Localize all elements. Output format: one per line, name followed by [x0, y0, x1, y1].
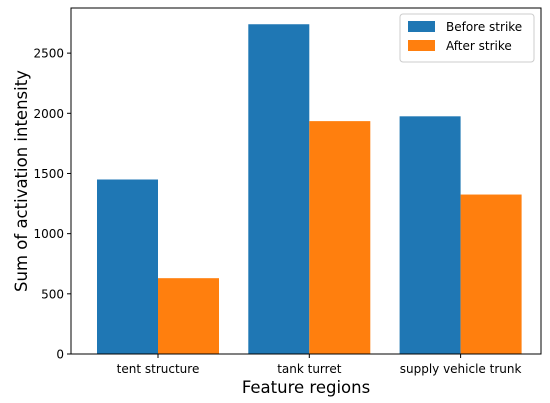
- bar-tank-turret-before-strike: [248, 24, 310, 355]
- legend: Before strike After strike: [399, 13, 535, 63]
- x-axis-ticks: tent structure tank turret supply vehicle …: [117, 354, 522, 376]
- legend-swatch: [408, 40, 435, 51]
- bar-supply-vehicle-trunk-before-strike: [399, 116, 461, 354]
- legend-label: After strike: [446, 39, 512, 53]
- legend-label: Before strike: [446, 20, 522, 34]
- y-tick-label: 500: [41, 287, 64, 301]
- y-tick-label: 2000: [33, 107, 64, 121]
- y-tick-label: 2500: [33, 47, 64, 61]
- bar-tent-structure-after-strike: [158, 278, 219, 354]
- y-axis-label: Sum of activation intensity: [12, 70, 31, 292]
- plot-frame: [70, 7, 542, 355]
- bar-tent-structure-before-strike: [97, 179, 158, 354]
- y-axis-ticks: 0 500 1000 1500 2000 2500: [33, 47, 71, 362]
- y-tick-label: 1000: [33, 227, 64, 241]
- y-tick-label: 0: [56, 348, 64, 362]
- x-tick-label: tank turret: [277, 362, 342, 376]
- x-axis-label: Feature regions: [242, 378, 370, 397]
- legend-swatch: [408, 21, 435, 32]
- x-tick-label: tent structure: [117, 362, 200, 376]
- bar-supply-vehicle-trunk-after-strike: [460, 194, 522, 354]
- y-tick-label: 1500: [33, 167, 64, 181]
- bars-group: [97, 24, 522, 355]
- x-tick-label: supply vehicle trunk: [400, 362, 522, 376]
- bar-tank-turret-after-strike: [309, 121, 371, 354]
